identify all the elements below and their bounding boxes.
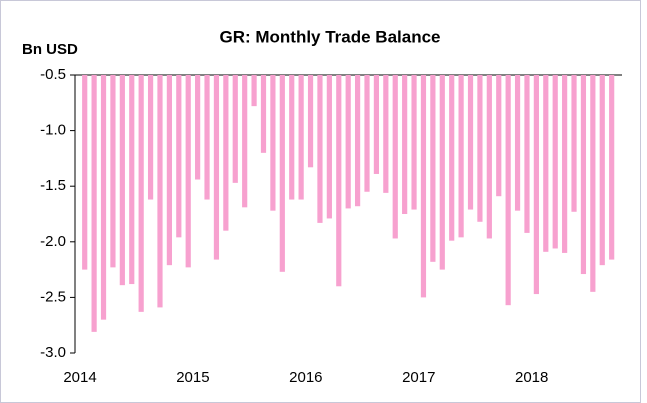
bar (430, 75, 436, 262)
y-tick-label: -2.5 (40, 288, 66, 305)
bar (204, 75, 210, 200)
y-tick-label: -3.0 (40, 344, 66, 361)
bar (317, 75, 323, 223)
bar (223, 75, 229, 231)
bar (524, 75, 530, 233)
bar (496, 75, 502, 197)
bar (354, 75, 361, 207)
bar (402, 75, 408, 214)
bar (195, 75, 201, 180)
x-tick-label: 2017 (402, 369, 435, 386)
bar (91, 75, 97, 332)
bar (166, 75, 172, 266)
bar (383, 75, 389, 193)
bar (307, 75, 314, 168)
x-tick-label: 2018 (515, 369, 548, 386)
bar (251, 75, 257, 107)
bar (571, 75, 577, 212)
bar (514, 75, 521, 211)
bar (129, 75, 135, 285)
bar (599, 75, 605, 266)
bar (449, 75, 455, 241)
bar (232, 75, 238, 183)
chart-title: GR: Monthly Trade Balance (219, 27, 440, 46)
bar (345, 75, 351, 209)
y-axis-label: Bn USD (22, 41, 78, 58)
bar (336, 75, 342, 287)
bar (505, 75, 511, 306)
bar (119, 75, 125, 286)
bar (467, 75, 474, 210)
bar (289, 75, 295, 200)
bar (420, 75, 427, 298)
bar (185, 75, 191, 268)
bar (326, 75, 332, 219)
bar (100, 75, 107, 320)
bar (110, 75, 116, 268)
x-tick-label: 2014 (63, 369, 96, 386)
bar (609, 75, 615, 260)
bar (279, 75, 285, 272)
y-tick-label: -0.5 (40, 66, 66, 83)
bar (82, 75, 88, 270)
bar (176, 75, 182, 238)
bar (373, 75, 380, 174)
bar (270, 75, 276, 211)
bar (298, 75, 304, 200)
y-tick-label: -2.0 (40, 233, 66, 250)
bar (242, 75, 248, 208)
bar (458, 75, 464, 238)
bar (411, 75, 417, 210)
bar (138, 75, 144, 312)
bar (147, 75, 154, 200)
bar (364, 75, 370, 192)
y-tick-label: -1.5 (40, 177, 66, 194)
bar (533, 75, 539, 295)
bar (552, 75, 558, 249)
bar (580, 75, 587, 275)
bar (486, 75, 492, 239)
bar (213, 75, 220, 260)
bar (590, 75, 596, 292)
x-tick-label: 2015 (176, 369, 209, 386)
bar (392, 75, 398, 239)
bar (543, 75, 549, 252)
x-tick-label: 2016 (289, 369, 322, 386)
bar (439, 75, 445, 270)
bar (477, 75, 483, 222)
y-tick-label: -1.0 (40, 122, 66, 139)
bar (157, 75, 163, 308)
bar (260, 75, 267, 153)
bar (562, 75, 568, 253)
